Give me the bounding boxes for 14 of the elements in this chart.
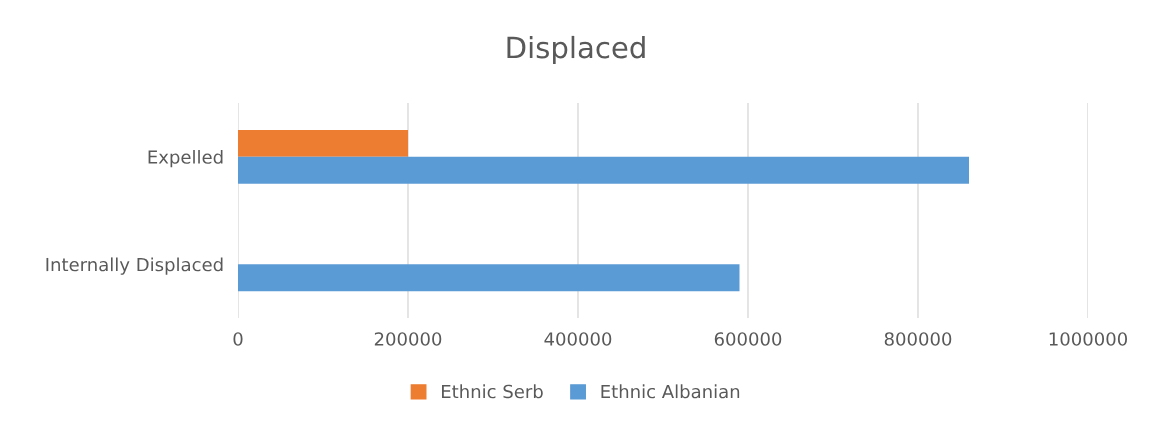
legend-label: Ethnic Serb (442, 384, 543, 399)
x-tick-label: 200000 (374, 332, 442, 346)
chart-title: Displaced (507, 35, 645, 65)
x-tick-label: 800000 (884, 332, 952, 346)
bar (238, 129, 408, 157)
x-tick-label: 400000 (544, 332, 612, 346)
bar (238, 264, 740, 292)
y-tick-label: Internally Displaced (46, 257, 223, 275)
bar (238, 156, 969, 184)
x-tick-label: 0 (233, 332, 243, 346)
x-tick-label: 600000 (714, 332, 782, 346)
legend-label: Ethnic Albanian (601, 384, 740, 399)
x-tick-label: 1000000 (1049, 332, 1128, 346)
y-tick-label: Expelled (148, 149, 223, 168)
